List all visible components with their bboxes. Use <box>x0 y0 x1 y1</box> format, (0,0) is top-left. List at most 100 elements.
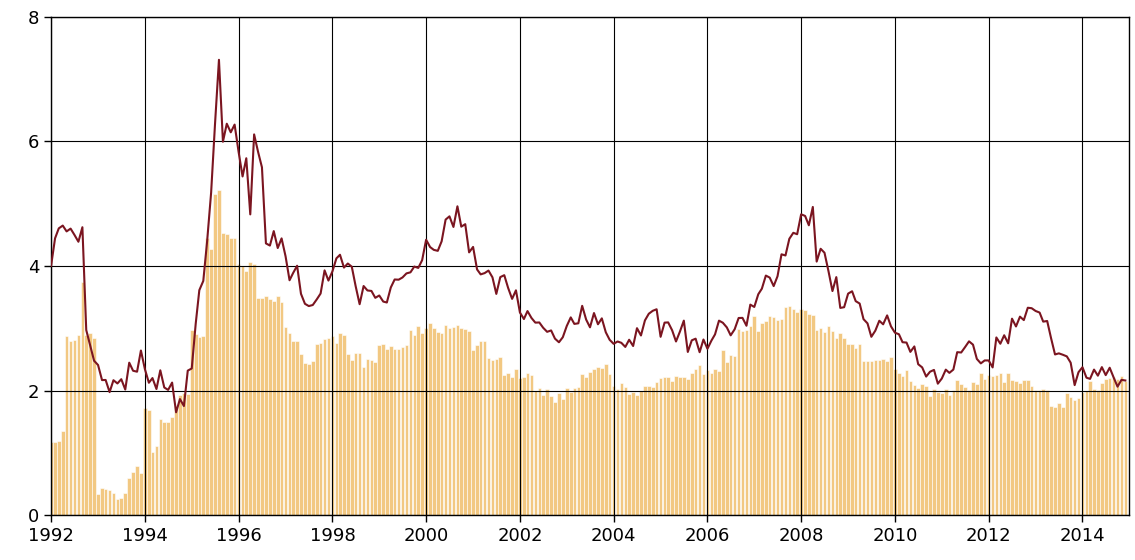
Bar <box>452 326 455 515</box>
Bar <box>623 386 628 515</box>
Bar <box>119 498 123 515</box>
Bar <box>866 361 869 515</box>
Bar <box>249 262 252 515</box>
Bar <box>378 345 381 515</box>
Bar <box>108 491 111 515</box>
Bar <box>217 190 220 515</box>
Bar <box>948 395 951 515</box>
Bar <box>1124 381 1127 515</box>
Bar <box>1088 381 1092 515</box>
Bar <box>908 381 913 515</box>
Bar <box>159 419 162 515</box>
Bar <box>1002 382 1006 515</box>
Bar <box>300 354 303 515</box>
Bar <box>897 374 901 515</box>
Bar <box>314 344 319 515</box>
Bar <box>272 301 276 515</box>
Bar <box>233 239 236 515</box>
Bar <box>674 376 678 515</box>
Bar <box>920 384 924 515</box>
Bar <box>405 346 409 515</box>
Bar <box>693 370 697 515</box>
Bar <box>737 329 740 515</box>
Bar <box>882 359 885 515</box>
Bar <box>636 395 639 515</box>
Bar <box>143 408 146 515</box>
Bar <box>980 373 983 515</box>
Bar <box>549 396 553 515</box>
Bar <box>1104 379 1108 515</box>
Bar <box>124 493 127 515</box>
Bar <box>671 381 674 515</box>
Bar <box>514 369 518 515</box>
Bar <box>924 386 928 515</box>
Bar <box>651 386 655 515</box>
Bar <box>545 389 549 515</box>
Bar <box>276 296 279 515</box>
Bar <box>745 330 748 515</box>
Bar <box>213 194 217 515</box>
Bar <box>463 329 466 515</box>
Bar <box>690 373 693 515</box>
Bar <box>561 399 564 515</box>
Bar <box>440 333 444 515</box>
Bar <box>1042 389 1045 515</box>
Bar <box>682 377 686 515</box>
Bar <box>140 473 143 515</box>
Bar <box>709 373 713 515</box>
Bar <box>479 341 482 515</box>
Bar <box>839 333 842 515</box>
Bar <box>77 335 81 515</box>
Bar <box>812 315 815 515</box>
Bar <box>717 371 721 515</box>
Bar <box>666 377 670 515</box>
Bar <box>831 331 834 515</box>
Bar <box>495 359 498 515</box>
Bar <box>373 362 377 515</box>
Bar <box>1010 380 1014 515</box>
Bar <box>170 417 174 515</box>
Bar <box>362 367 365 515</box>
Bar <box>482 341 487 515</box>
Bar <box>644 386 647 515</box>
Bar <box>84 335 89 515</box>
Bar <box>1007 373 1010 515</box>
Bar <box>257 298 260 515</box>
Bar <box>57 441 60 515</box>
Bar <box>972 382 975 515</box>
Bar <box>885 361 889 515</box>
Bar <box>964 387 967 515</box>
Bar <box>260 298 263 515</box>
Bar <box>460 329 463 515</box>
Bar <box>608 374 612 515</box>
Bar <box>436 332 439 515</box>
Bar <box>244 271 249 515</box>
Bar <box>151 451 154 515</box>
Bar <box>768 316 772 515</box>
Bar <box>706 370 709 515</box>
Bar <box>1057 403 1061 515</box>
Bar <box>967 390 970 515</box>
Bar <box>588 372 591 515</box>
Bar <box>916 389 920 515</box>
Bar <box>869 361 873 515</box>
Bar <box>205 239 209 515</box>
Bar <box>956 380 959 515</box>
Bar <box>417 326 420 515</box>
Bar <box>1034 390 1037 515</box>
Bar <box>905 370 908 515</box>
Bar <box>874 360 877 515</box>
Bar <box>358 353 361 515</box>
Bar <box>701 375 705 515</box>
Bar <box>889 357 893 515</box>
Bar <box>553 402 557 515</box>
Bar <box>577 386 580 515</box>
Bar <box>612 386 615 515</box>
Bar <box>686 379 690 515</box>
Bar <box>428 323 432 515</box>
Bar <box>858 344 861 515</box>
Bar <box>756 331 760 515</box>
Bar <box>842 338 846 515</box>
Bar <box>322 339 327 515</box>
Bar <box>1085 391 1088 515</box>
